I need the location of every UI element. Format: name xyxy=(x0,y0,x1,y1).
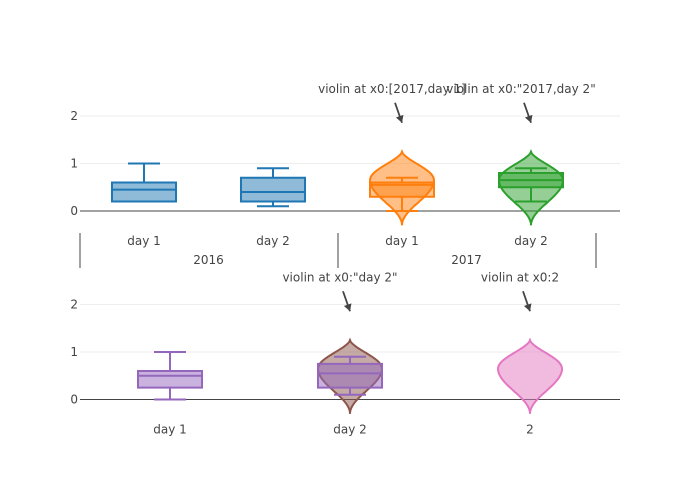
annotation-arrowhead xyxy=(524,114,533,123)
box-trace xyxy=(317,355,383,396)
box-trace xyxy=(240,167,306,208)
x-tick-label: 2 xyxy=(526,423,534,437)
annotation-label: violin at x0:2 xyxy=(481,270,559,284)
annotation-label: violin at x0:[2017,day 1] xyxy=(318,82,466,96)
bottom-subplot: 0 1 2 day 1 day 2 2 violin at x0:"day 2" violin… xyxy=(70,270,620,437)
violin-shape xyxy=(496,337,564,414)
x-group-label: 2016 xyxy=(193,253,224,267)
violin-shape xyxy=(368,149,436,226)
x-tick-label: day 2 xyxy=(333,423,367,437)
top-subplot: 0 1 2 day 1 day 2 day 1 day 2 2016 2017 violin at… xyxy=(70,82,620,268)
annotation-label: violin at x0:"2017,day 2" xyxy=(446,82,595,96)
y-tick-label: 0 xyxy=(70,393,78,407)
box-trace xyxy=(111,162,177,203)
y-tick-label: 1 xyxy=(70,345,78,359)
y-tick-label: 2 xyxy=(70,109,78,123)
x-tick-label: day 1 xyxy=(385,234,419,248)
violin-inner-box xyxy=(369,176,435,212)
y-tick-label: 1 xyxy=(70,157,78,171)
x-tick-label: day 2 xyxy=(256,234,290,248)
x-tick-label: day 1 xyxy=(153,423,187,437)
violin-inner-box xyxy=(498,167,564,203)
x-group-label: 2017 xyxy=(451,253,482,267)
annotation-arrowhead xyxy=(395,114,404,123)
annotation-label: violin at x0:"day 2" xyxy=(282,270,397,284)
box-trace xyxy=(137,351,203,401)
x-tick-label: day 2 xyxy=(514,234,548,248)
annotation-arrowhead xyxy=(523,303,532,312)
annotation-arrowhead xyxy=(343,303,352,312)
x-tick-label: day 1 xyxy=(127,234,161,248)
y-tick-label: 2 xyxy=(70,298,78,312)
y-tick-label: 0 xyxy=(70,204,78,218)
